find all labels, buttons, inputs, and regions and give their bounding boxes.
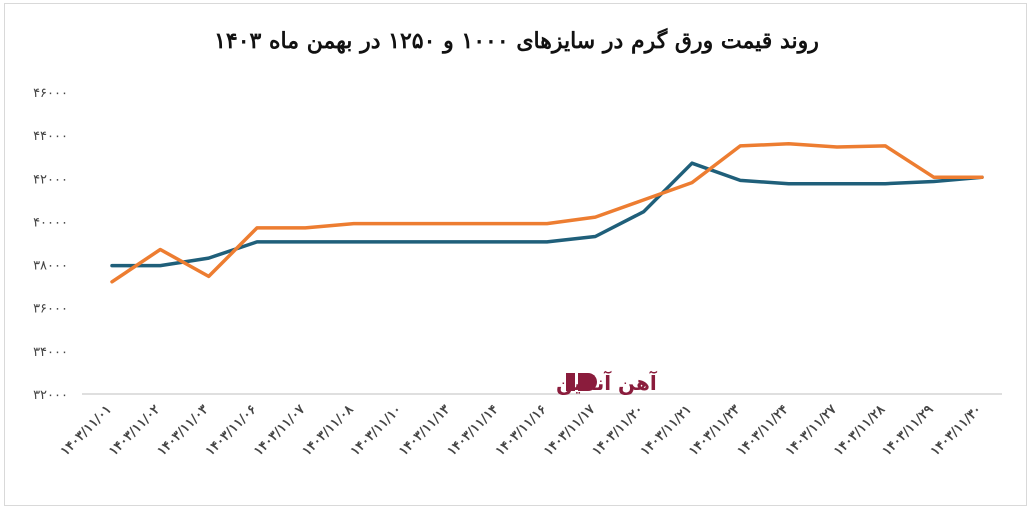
x-tick-label: ۱۴۰۳/۱۱/۱۰	[348, 402, 405, 459]
y-tick-label: ۴۲۰۰۰	[33, 172, 68, 187]
x-tick-label: ۱۴۰۳/۱۱/۲۳	[686, 402, 743, 459]
x-tick-label: ۱۴۰۳/۱۱/۱۳	[396, 402, 453, 459]
y-tick-label: ۳۶۰۰۰	[33, 302, 68, 317]
chart-frame	[4, 3, 1027, 506]
y-tick-label: ۴۰۰۰۰	[33, 215, 68, 230]
logo-icon	[566, 373, 575, 391]
series-group	[110, 142, 984, 284]
chart-title: روند قیمت ورق گرم در سایزهای ۱۰۰۰ و ۱۲۵۰…	[214, 28, 819, 54]
x-tick-label: ۱۴۰۳/۱۱/۰۸	[300, 402, 358, 460]
x-tick-label: ۱۴۰۳/۱۱/۲۹	[880, 402, 937, 459]
x-tick-label: ۱۴۰۳/۱۱/۲۴	[735, 402, 792, 459]
watermark-logo: آهن آنلاین	[556, 370, 658, 395]
y-tick-label: ۳۸۰۰۰	[33, 259, 68, 274]
x-tick-label: ۱۴۰۳/۱۱/۰۳	[155, 402, 212, 459]
series-line-2	[110, 142, 984, 284]
y-axis: ۳۲۰۰۰ ۳۴۰۰۰ ۳۶۰۰۰ ۳۸۰۰۰ ۴۰۰۰۰ ۴۲۰۰۰ ۴۴۰۰۰ ۴۶۰۰۰	[33, 86, 68, 403]
x-tick-label: ۱۴۰۳/۱۱/۰۲	[106, 402, 163, 459]
x-tick-label: ۱۴۰۳/۱۱/۰۶	[203, 402, 260, 459]
x-tick-label: ۱۴۰۳/۱۱/۲۰	[590, 402, 647, 459]
x-axis: ۱۴۰۳/۱۱/۰۱۱۴۰۳/۱۱/۰۲۱۴۰۳/۱۱/۰۳۱۴۰۳/۱۱/۰۶…	[58, 402, 985, 460]
x-tick-label: ۱۴۰۳/۱۱/۲۷	[783, 402, 841, 460]
logo-icon-arc	[578, 373, 597, 391]
y-tick-label: ۴۴۰۰۰	[33, 129, 68, 144]
y-tick-label: ۴۶۰۰۰	[33, 86, 68, 101]
x-tick-label: ۱۴۰۳/۱۱/۰۱	[58, 402, 115, 459]
series-line-1	[110, 161, 984, 268]
x-tick-label: ۱۴۰۳/۱۱/۱۴	[445, 402, 502, 459]
y-tick-label: ۳۴۰۰۰	[33, 345, 68, 360]
x-tick-label: ۱۴۰۳/۱۱/۳۰	[928, 402, 985, 459]
x-tick-label: ۱۴۰۳/۱۱/۲۱	[638, 402, 695, 459]
y-tick-label: ۳۲۰۰۰	[33, 388, 68, 403]
watermark-text: آهن آنلاین	[556, 370, 658, 395]
x-tick-label: ۱۴۰۳/۱۱/۱۶	[493, 402, 550, 459]
